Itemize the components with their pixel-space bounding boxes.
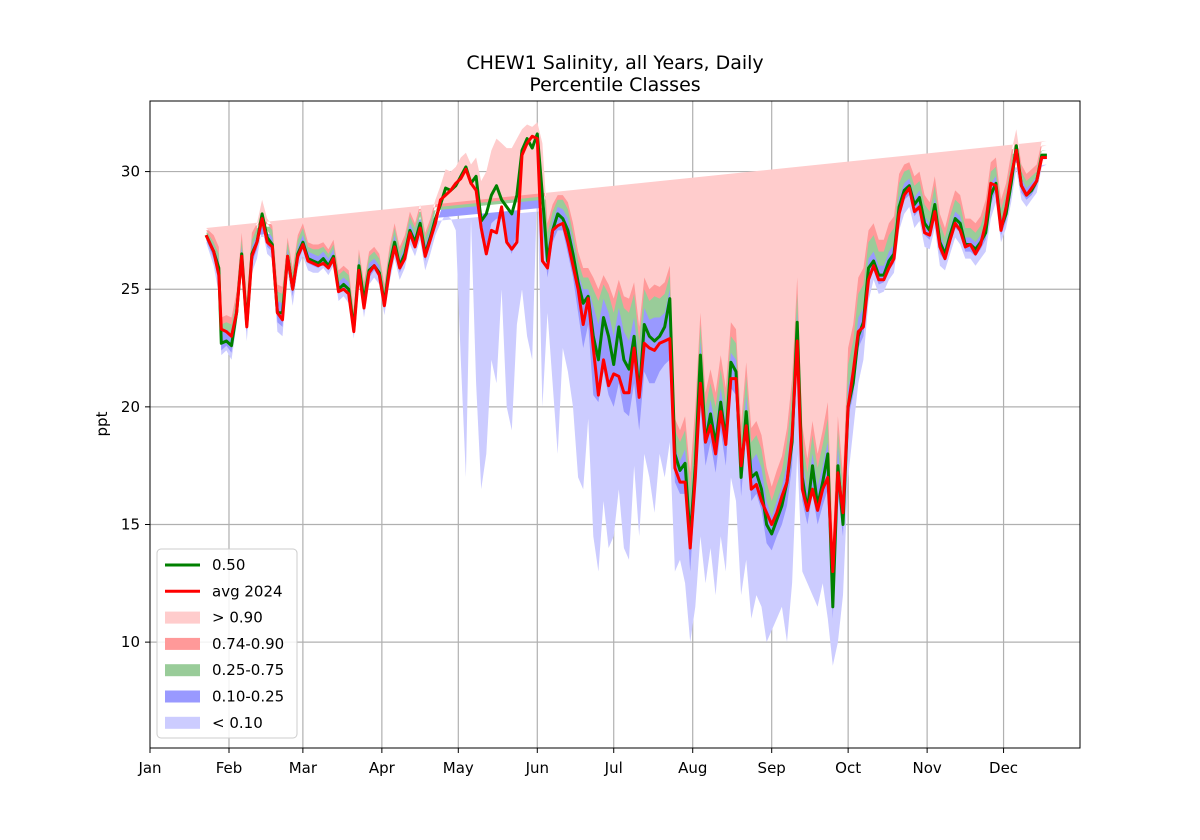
legend: 0.50 avg 2024 > 0.90 0.74-0.90 0.25-0.75 0.10… [156,548,298,739]
y-axis-ticks: 10 15 20 25 30 [121,163,150,651]
y-axis-label: ppt [93,411,111,436]
legend-label-p10_minus: < 0.10 [212,714,263,732]
legend-swatch-p74_90 [165,637,200,650]
chart-title: CHEW1 Salinity, all Years, Daily [466,52,763,74]
x-tick-label: Jun [525,759,549,777]
legend-label-p74_90: 0.74-0.90 [212,635,284,653]
legend-label-p90_plus: > 0.90 [212,609,263,627]
x-tick-label: Feb [216,759,243,777]
y-tick-label: 25 [121,280,140,298]
x-tick-label: Aug [678,759,707,777]
x-tick-label: Nov [912,759,941,777]
series-lines [204,132,1047,609]
series-line-median [204,132,1047,609]
y-tick-label: 10 [121,633,140,651]
legend-label-avg: avg 2024 [212,582,283,600]
x-tick-label: Oct [835,759,861,777]
legend-swatch-p90_plus [165,611,200,624]
x-tick-label: Jan [137,759,161,777]
y-tick-label: 30 [121,163,140,181]
y-tick-label: 15 [121,515,140,533]
legend-swatch-p25_75 [165,664,200,677]
x-tick-label: Jul [604,759,623,777]
x-tick-label: Apr [369,759,396,777]
y-tick-label: 20 [121,398,140,416]
x-tick-label: May [443,759,474,777]
legend-label-p10_25: 0.10-0.25 [212,688,284,706]
chart-subtitle: Percentile Classes [529,74,700,96]
legend-swatch-p10_minus [165,716,200,729]
x-axis-ticks: Jan Feb Mar Apr May Jun Jul Aug Sep Oct Nov Dec [137,748,1018,777]
legend-swatch-p10_25 [165,690,200,703]
plot-frame [149,100,1081,749]
legend-label-p25_75: 0.25-0.75 [212,661,284,679]
x-tick-label: Mar [289,759,318,777]
band-above-p90 [206,122,1047,544]
x-tick-label: Dec [989,759,1018,777]
x-tick-label: Sep [758,759,786,777]
legend-label-median: 0.50 [212,556,245,574]
series-line-avg [204,134,1047,573]
